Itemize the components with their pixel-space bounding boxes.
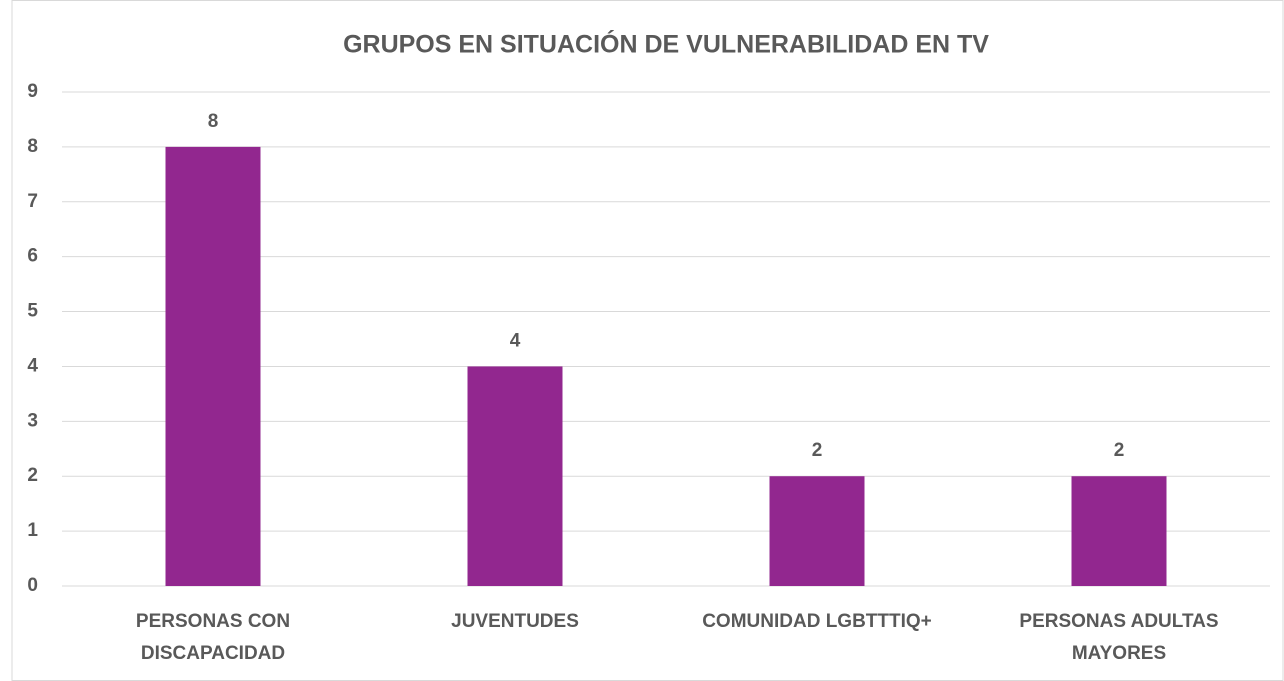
y-tick-label: 4: [27, 355, 38, 376]
y-tick-label: 2: [27, 465, 38, 486]
data-label: 2: [812, 440, 823, 461]
data-label: 8: [208, 111, 219, 132]
y-tick-label: 6: [27, 246, 38, 267]
x-tick-label: COMUNIDAD LGBTTTIQ+: [702, 611, 932, 632]
bar: [1071, 476, 1167, 586]
bar: [467, 366, 563, 586]
y-tick-label: 7: [27, 191, 38, 212]
data-label: 4: [510, 330, 521, 351]
bar: [769, 476, 865, 586]
data-label: 2: [1114, 440, 1125, 461]
x-tick-label: JUVENTUDES: [451, 611, 579, 632]
x-tick-label: PERSONAS CON DISCAPACIDAD: [135, 611, 291, 664]
x-tick-label: PERSONAS ADULTAS MAYORES: [1019, 611, 1219, 664]
y-tick-label: 0: [27, 575, 38, 596]
y-tick-label: 5: [27, 301, 38, 322]
y-tick-label: 3: [27, 410, 38, 431]
y-tick-label: 8: [27, 136, 38, 157]
y-tick-label: 1: [27, 520, 38, 541]
y-tick-label: 9: [27, 81, 38, 102]
bar: [165, 146, 261, 586]
chart-title: GRUPOS EN SITUACIÓN DE VULNERABILIDAD EN…: [343, 29, 989, 59]
